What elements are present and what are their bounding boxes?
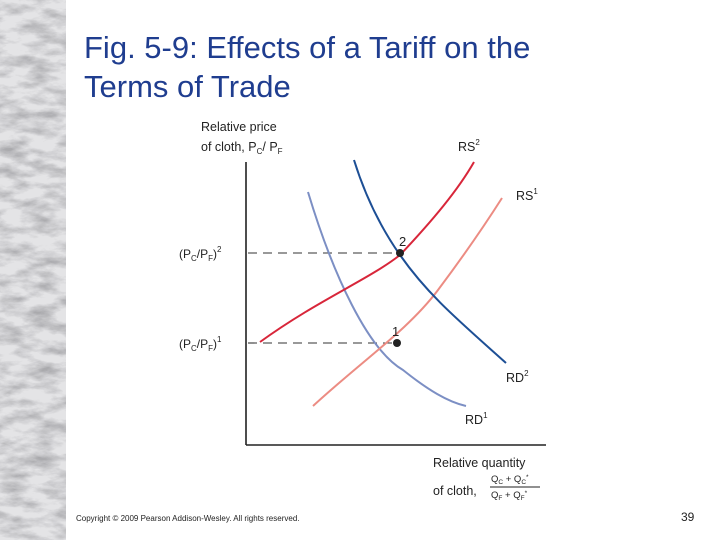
y-axis-label-line1: Relative price [201,120,277,134]
x-axis-label-line1: Relative quantity [433,456,526,470]
slide-title-line1: Fig. 5-9: Effects of a Tariff on the [84,30,531,65]
equilibrium-point-2 [396,249,404,257]
rs2-label: RS2 [458,138,480,154]
rd2-label: RD2 [506,369,529,385]
rs1-curve [312,197,503,407]
point-1-label: 1 [392,324,399,339]
rd2-curve [353,159,507,364]
x-fraction-numerator: QC + QC* [491,474,529,486]
marble-border [0,0,66,540]
tariff-diagram: Relative price of cloth, PC/ PF (PC/PF)2… [179,120,546,502]
x-axis-label-line2: of cloth, [433,484,477,498]
price-1-label: (PC/PF)1 [179,335,222,353]
page-number: 39 [681,510,695,524]
slide-title: Fig. 5-9: Effects of a Tariff on the Ter… [84,28,684,106]
equilibrium-point-1 [393,339,401,347]
rd1-curve [307,191,467,407]
x-axis-fraction: QC + QC* QF + QF* [490,474,540,502]
rs1-label: RS1 [516,187,538,203]
slide-title-line2: Terms of Trade [84,69,291,104]
rs2-curve [259,161,475,343]
price-2-label: (PC/PF)2 [179,245,222,263]
rd1-label: RD1 [465,411,488,427]
x-fraction-denominator: QF + QF* [491,490,528,502]
y-axis-label-line2: of cloth, PC/ PF [201,140,283,156]
point-2-label: 2 [399,234,406,249]
copyright-notice: Copyright © 2009 Pearson Addison-Wesley.… [76,514,300,523]
